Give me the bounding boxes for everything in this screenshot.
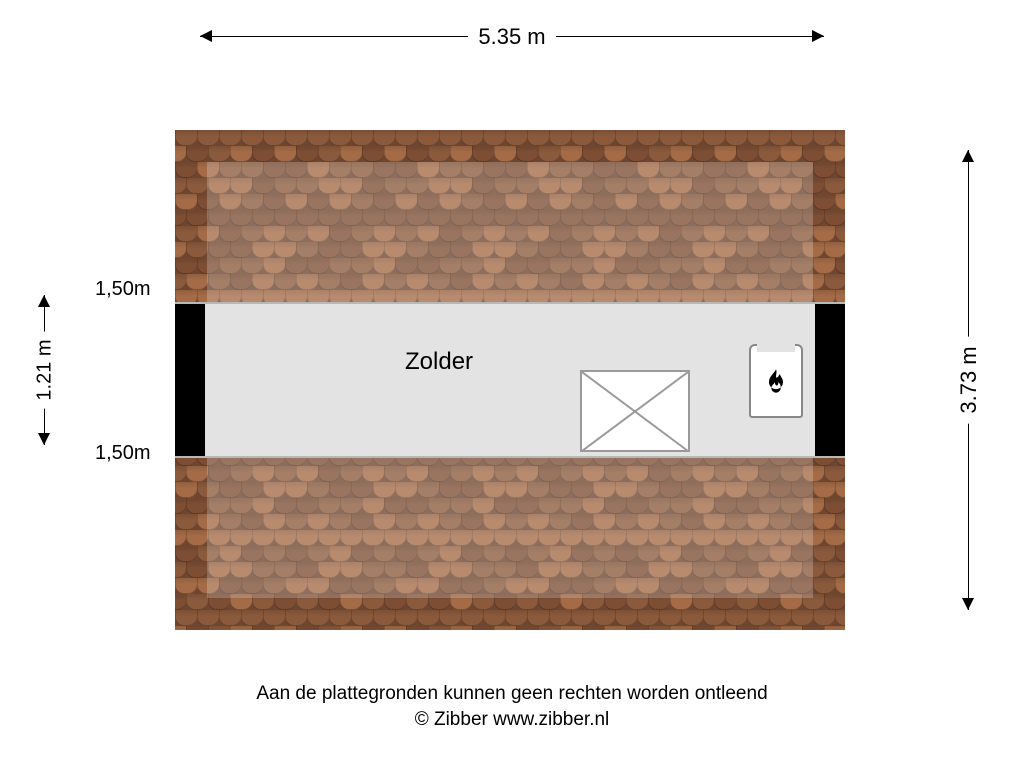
arrow-up-icon — [962, 150, 974, 162]
attic-floor: Zolder — [175, 302, 845, 458]
dimension-width-label: 5.35 m — [468, 24, 555, 50]
footer-copyright: © Zibber www.zibber.nl — [0, 707, 1024, 734]
floorplan-canvas: 5.35 m 3.73 m 1.21 m 1,50m 1,50m Zolder — [0, 0, 1024, 768]
wall-left — [175, 304, 205, 456]
dimension-opening-label: 1.21 m — [34, 331, 57, 408]
dimension-height: 3.73 m — [954, 150, 984, 610]
room-name: Zolder — [405, 348, 473, 376]
floor-hatch — [580, 370, 690, 452]
footer-disclaimer: Aan de plattegronden kunnen geen rechten… — [0, 681, 1024, 708]
boiler-unit — [749, 344, 803, 418]
dimension-width: 5.35 m — [200, 22, 824, 52]
roof-plan: Zolder — [175, 130, 845, 630]
arrow-down-icon — [38, 433, 50, 445]
dimension-height-label: 3.73 m — [956, 336, 982, 423]
arrow-down-icon — [962, 598, 974, 610]
arrow-up-icon — [38, 295, 50, 307]
knee-wall-bottom-label: 1,50m — [95, 442, 151, 465]
footer: Aan de plattegronden kunnen geen rechten… — [0, 681, 1024, 734]
arrow-left-icon — [200, 30, 212, 42]
heater-top-notch — [757, 344, 795, 352]
hatch-cross-icon — [582, 372, 688, 451]
flame-icon — [762, 366, 790, 396]
knee-wall-top-label: 1,50m — [95, 278, 151, 301]
wall-right — [815, 304, 845, 456]
dimension-opening: 1.21 m — [30, 295, 60, 445]
arrow-right-icon — [812, 30, 824, 42]
